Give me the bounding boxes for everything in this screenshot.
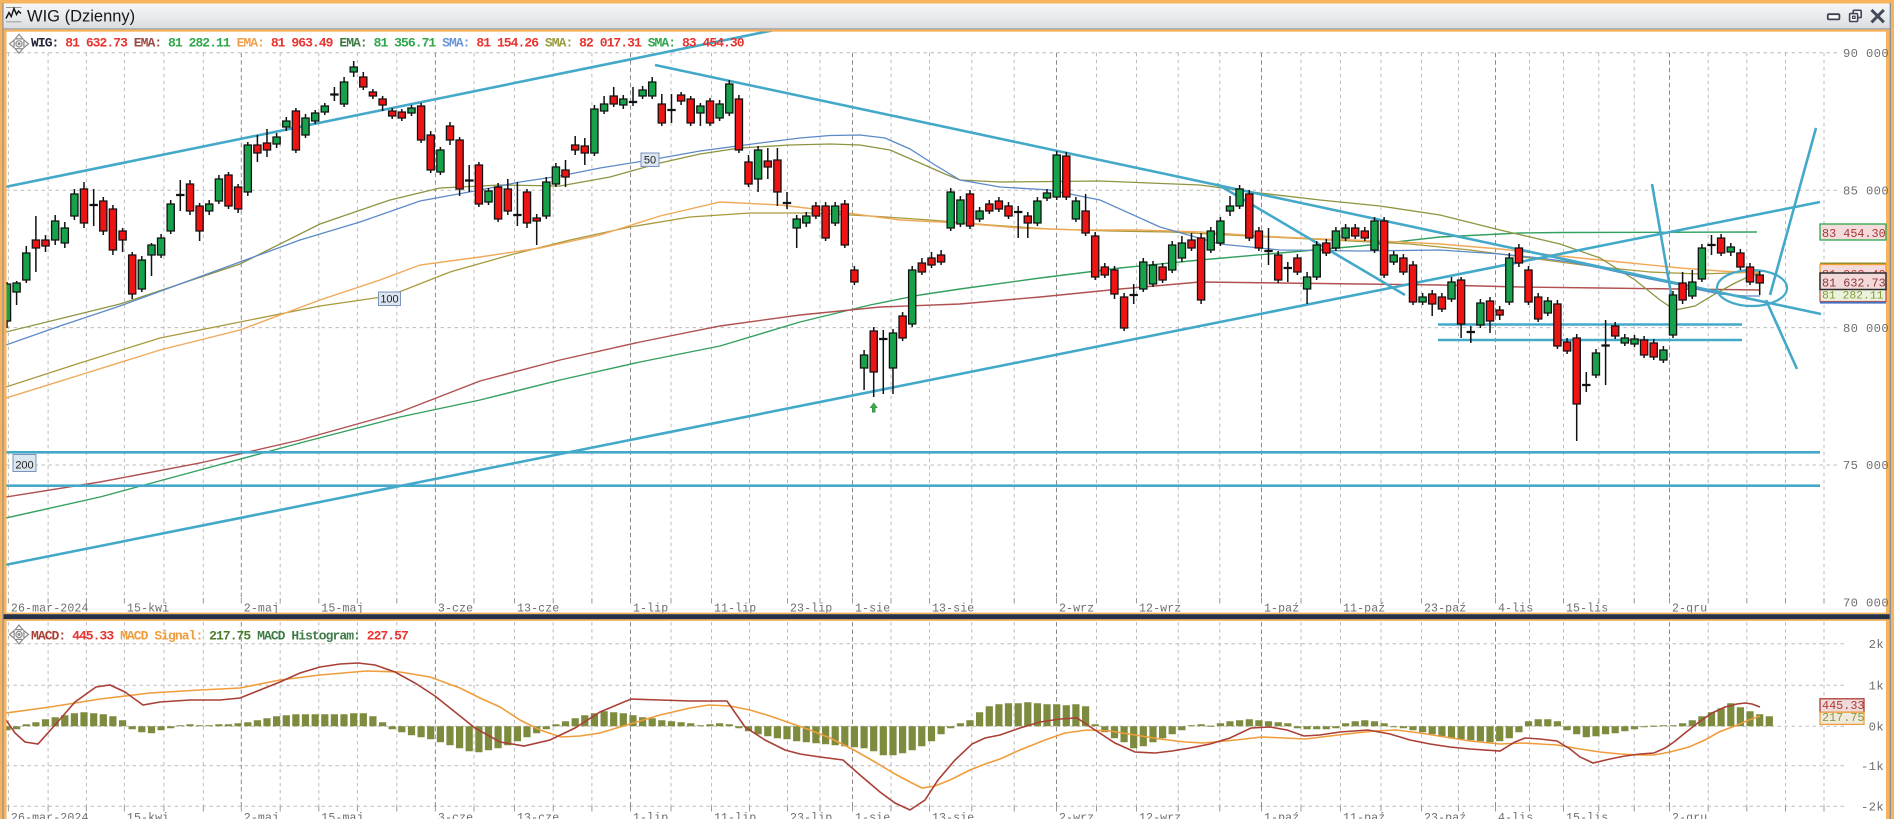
svg-text:11-paź: 11-paź <box>1343 603 1385 616</box>
svg-text:23-lip: 23-lip <box>790 812 832 819</box>
svg-text:2-maj: 2-maj <box>244 812 279 819</box>
svg-text:-2k: -2k <box>1861 800 1884 814</box>
svg-text:4-lis: 4-lis <box>1498 603 1533 616</box>
svg-text:2-gru: 2-gru <box>1672 603 1707 616</box>
svg-text:1-paź: 1-paź <box>1264 603 1299 616</box>
svg-text:75 000: 75 000 <box>1843 459 1889 473</box>
svg-text:12-wrz: 12-wrz <box>1139 603 1181 616</box>
svg-text:100: 100 <box>380 293 398 305</box>
svg-text:11-lip: 11-lip <box>714 603 756 616</box>
svg-text:1-paź: 1-paź <box>1264 812 1299 819</box>
svg-text:80 000: 80 000 <box>1843 322 1889 336</box>
svg-text:90 000: 90 000 <box>1843 47 1889 61</box>
svg-text:445.33: 445.33 <box>1822 699 1864 713</box>
svg-text:15-kwi: 15-kwi <box>127 812 169 819</box>
svg-text:85 000: 85 000 <box>1843 184 1889 198</box>
svg-text:81 632.73: 81 632.73 <box>1822 276 1886 290</box>
svg-text:3-cze: 3-cze <box>438 812 473 819</box>
svg-text:MACD: 445.33 MACD Signal: 217.: MACD: 445.33 MACD Signal: 217.75 MACD Hi… <box>31 628 408 643</box>
svg-text:4-lis: 4-lis <box>1498 812 1533 819</box>
svg-text:23-paź: 23-paź <box>1424 812 1466 819</box>
svg-text:15-kwi: 15-kwi <box>127 603 169 616</box>
svg-text:26-mar-2024: 26-mar-2024 <box>11 603 89 616</box>
svg-text:217.75: 217.75 <box>1822 711 1864 725</box>
svg-text:26-mar-2024: 26-mar-2024 <box>11 812 89 819</box>
svg-text:50: 50 <box>644 154 656 166</box>
svg-text:15-lis: 15-lis <box>1566 812 1608 819</box>
svg-text:2-wrz: 2-wrz <box>1059 603 1094 616</box>
svg-text:1k: 1k <box>1869 680 1884 694</box>
svg-text:2-maj: 2-maj <box>244 603 279 616</box>
svg-text:1-lip: 1-lip <box>633 603 668 616</box>
svg-text:WIG: 81 632.73 EMA: 81 282.11: WIG: 81 632.73 EMA: 81 282.11 EMA: 81 96… <box>31 35 745 50</box>
svg-text:11-lip: 11-lip <box>714 812 756 819</box>
svg-text:13-sie: 13-sie <box>932 603 974 616</box>
svg-text:2k: 2k <box>1869 638 1884 652</box>
svg-text:2-wrz: 2-wrz <box>1059 812 1094 819</box>
svg-text:1-lip: 1-lip <box>633 812 668 819</box>
svg-text:1-sie: 1-sie <box>855 812 890 819</box>
svg-text:70 000: 70 000 <box>1843 597 1889 611</box>
svg-text:0k: 0k <box>1869 720 1884 734</box>
svg-text:15-lis: 15-lis <box>1566 603 1608 616</box>
svg-text:15-maj: 15-maj <box>321 812 363 819</box>
svg-text:13-cze: 13-cze <box>517 812 559 819</box>
svg-text:83 454.30: 83 454.30 <box>1822 227 1886 241</box>
svg-text:13-sie: 13-sie <box>932 812 974 819</box>
svg-text:23-lip: 23-lip <box>790 603 832 616</box>
svg-text:1-sie: 1-sie <box>855 603 890 616</box>
svg-text:13-cze: 13-cze <box>517 603 559 616</box>
svg-text:-1k: -1k <box>1861 760 1884 774</box>
svg-text:81 282.11: 81 282.11 <box>1822 290 1884 302</box>
svg-text:3-cze: 3-cze <box>438 603 473 616</box>
svg-text:23-paź: 23-paź <box>1424 603 1466 616</box>
svg-text:12-wrz: 12-wrz <box>1139 812 1181 819</box>
svg-text:11-paź: 11-paź <box>1343 812 1385 819</box>
svg-text:200: 200 <box>15 459 33 471</box>
svg-text:WIG (Dzienny): WIG (Dzienny) <box>27 8 135 26</box>
svg-text:2-gru: 2-gru <box>1672 812 1707 819</box>
svg-text:15-maj: 15-maj <box>321 603 363 616</box>
